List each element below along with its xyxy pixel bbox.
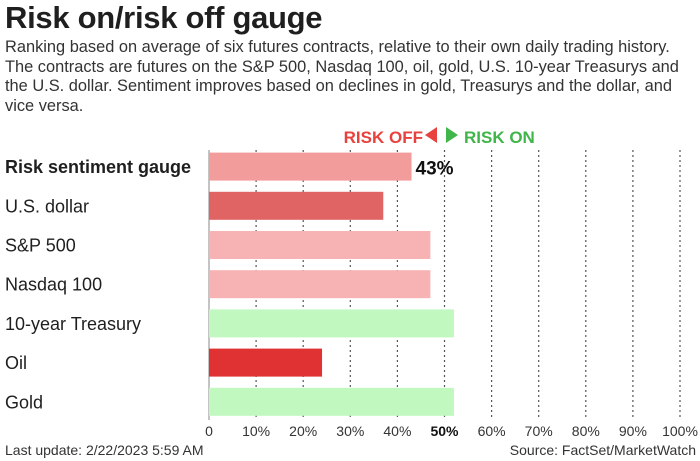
risk-off-label: RISK OFF	[344, 128, 423, 147]
row-label-0: Risk sentiment gauge	[5, 157, 191, 177]
value-label-0: 43%	[416, 159, 454, 180]
x-tick-label-10: 10%	[242, 423, 270, 439]
x-tick-label-70: 70%	[525, 423, 553, 439]
bar-4	[209, 309, 454, 338]
row-label-3: Nasdaq 100	[5, 275, 102, 295]
x-tick-label-100: 100%	[662, 423, 698, 439]
risk-on-arrow-icon	[446, 127, 458, 143]
x-tick-label-20: 20%	[289, 423, 317, 439]
bar-2	[209, 231, 431, 259]
x-axis-ticks: 0 10% 20% 30% 40% 50% 60% 70% 80% 90% 100%	[205, 423, 698, 439]
row-labels: Risk sentiment gauge 43% U.S. dollar S&P 50…	[5, 157, 454, 412]
bar-6	[209, 387, 454, 416]
bar-0	[209, 152, 412, 181]
risk-off-arrow-icon	[425, 127, 437, 143]
bar-5	[209, 348, 323, 377]
x-tick-label-90: 90%	[619, 423, 647, 439]
x-tick-label-50: 50%	[430, 423, 459, 439]
x-tick-label-30: 30%	[336, 423, 364, 439]
row-label-2: S&P 500	[5, 236, 76, 256]
chart-subtitle: Ranking based on average of six futures …	[5, 38, 679, 115]
x-tick-label-0: 0	[205, 423, 213, 439]
bar-3	[209, 270, 431, 299]
row-label-4: 10-year Treasury	[5, 314, 141, 334]
row-label-6: Gold	[5, 392, 43, 412]
row-label-5: Oil	[5, 353, 27, 373]
x-tick-label-40: 40%	[383, 423, 411, 439]
last-update: Last update: 2/22/2023 5:59 AM	[5, 442, 204, 458]
chart-title: Risk on/risk off gauge	[5, 0, 323, 35]
row-label-1: U.S. dollar	[5, 196, 89, 216]
bars	[209, 152, 454, 416]
x-tick-label-80: 80%	[572, 423, 600, 439]
risk-legend: RISK OFF RISK ON	[344, 127, 535, 147]
x-tick-label-60: 60%	[478, 423, 506, 439]
bar-1	[209, 191, 384, 220]
risk-on-label: RISK ON	[464, 128, 535, 147]
source-note: Source: FactSet/MarketWatch	[509, 442, 696, 458]
